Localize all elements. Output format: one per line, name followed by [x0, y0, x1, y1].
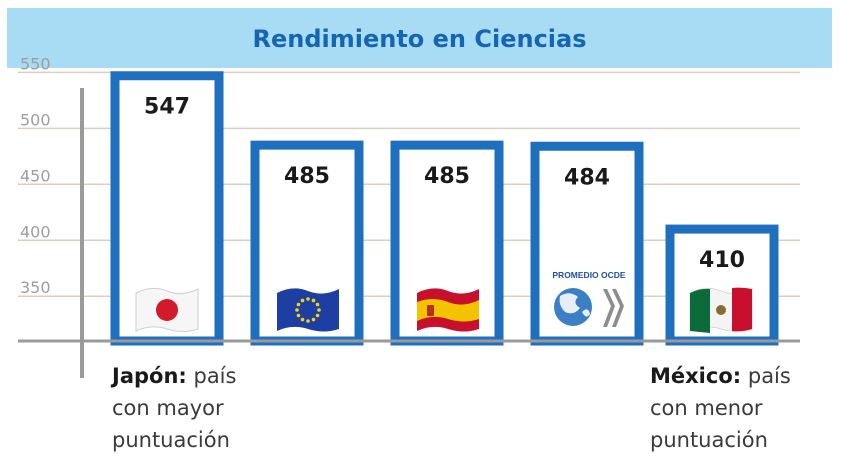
y-tick-label-350: 350: [20, 278, 51, 297]
y-tick-label-400: 400: [20, 222, 51, 241]
note-high-line3: puntuación: [112, 428, 230, 452]
note-high-line1: país: [193, 364, 237, 388]
japan-flag-icon: [135, 287, 199, 332]
eu-star: [317, 308, 321, 312]
eu-star: [315, 313, 320, 318]
eu-star: [306, 297, 310, 301]
eu-star: [300, 317, 305, 322]
chart-title: Rendimiento en Ciencias: [252, 25, 587, 53]
note-low-country: México:: [650, 364, 742, 388]
eu-star: [311, 298, 316, 303]
eu-star: [296, 302, 301, 307]
y-tick-label-450: 450: [20, 166, 51, 185]
note-low-line1: país: [747, 364, 791, 388]
data-label-promedio-ocde: 484: [564, 165, 610, 190]
note-low-line2: con menor: [650, 396, 763, 420]
title-bar: Rendimiento en Ciencias: [7, 8, 832, 68]
note-low: México: país con menor puntuación: [650, 360, 791, 456]
data-label-union-europea: 485: [284, 164, 330, 189]
data-label-japon: 547: [144, 95, 190, 120]
eu-star: [300, 298, 305, 303]
data-label-espana: 485: [424, 164, 470, 189]
eu-star: [296, 313, 301, 318]
oecd-globe-icon: PROMEDIO OCDE: [552, 270, 626, 327]
y-tick-label-500: 500: [20, 110, 51, 129]
note-low-line3: puntuación: [650, 428, 768, 452]
eu-star: [295, 308, 299, 312]
note-high: Japón: país con mayor puntuación: [112, 360, 236, 456]
eu-star: [306, 319, 310, 323]
eu-flag-icon: [277, 288, 339, 332]
y-tick-label-550: 550: [20, 54, 51, 73]
data-label-mexico: 410: [699, 248, 745, 273]
note-high-country: Japón:: [112, 364, 187, 388]
note-high-line2: con mayor: [112, 396, 224, 420]
oecd-label: PROMEDIO OCDE: [552, 270, 626, 280]
eu-star: [311, 317, 316, 322]
bar-union-europea: [250, 140, 364, 346]
mexico-flag-icon: [689, 287, 753, 333]
eu-star: [315, 302, 320, 307]
spain-flag-icon: [417, 288, 479, 332]
